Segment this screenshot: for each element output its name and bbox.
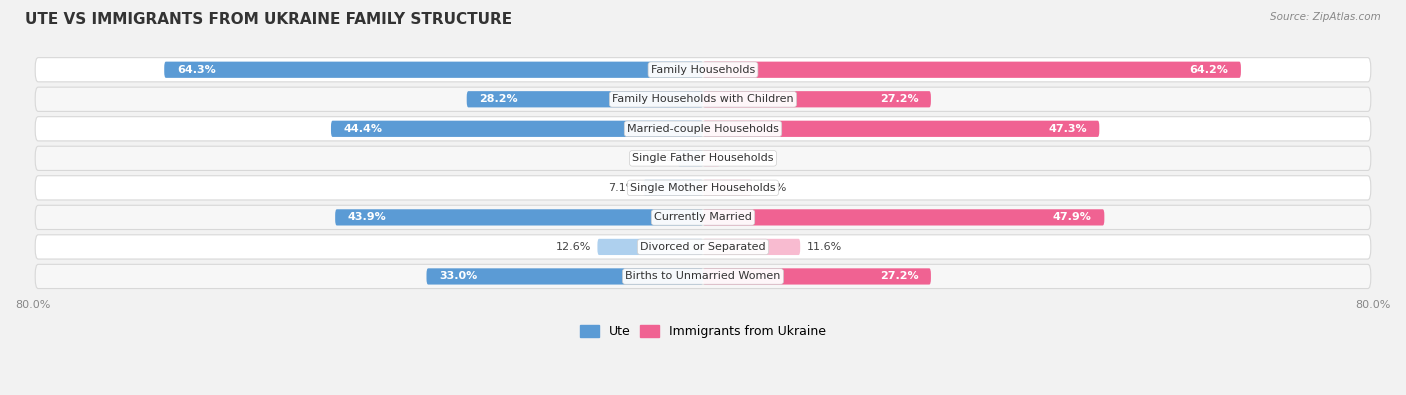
- Text: Divorced or Separated: Divorced or Separated: [640, 242, 766, 252]
- FancyBboxPatch shape: [703, 209, 1104, 226]
- FancyBboxPatch shape: [35, 176, 1371, 200]
- Text: Single Father Households: Single Father Households: [633, 153, 773, 163]
- Text: Family Households with Children: Family Households with Children: [612, 94, 794, 104]
- Text: 33.0%: 33.0%: [439, 271, 477, 282]
- Text: 47.9%: 47.9%: [1053, 213, 1092, 222]
- Text: 27.2%: 27.2%: [880, 94, 918, 104]
- Text: 44.4%: 44.4%: [343, 124, 382, 134]
- FancyBboxPatch shape: [703, 268, 931, 284]
- FancyBboxPatch shape: [703, 91, 931, 107]
- Text: 28.2%: 28.2%: [479, 94, 517, 104]
- Text: UTE VS IMMIGRANTS FROM UKRAINE FAMILY STRUCTURE: UTE VS IMMIGRANTS FROM UKRAINE FAMILY ST…: [25, 12, 512, 27]
- FancyBboxPatch shape: [703, 180, 752, 196]
- Text: Family Households: Family Households: [651, 65, 755, 75]
- Legend: Ute, Immigrants from Ukraine: Ute, Immigrants from Ukraine: [575, 320, 831, 343]
- Text: 27.2%: 27.2%: [880, 271, 918, 282]
- Text: 11.6%: 11.6%: [807, 242, 842, 252]
- Text: 64.3%: 64.3%: [177, 65, 215, 75]
- Text: Currently Married: Currently Married: [654, 213, 752, 222]
- Text: 43.9%: 43.9%: [347, 213, 387, 222]
- FancyBboxPatch shape: [644, 180, 703, 196]
- FancyBboxPatch shape: [598, 239, 703, 255]
- FancyBboxPatch shape: [335, 209, 703, 226]
- Text: 12.6%: 12.6%: [555, 242, 591, 252]
- FancyBboxPatch shape: [467, 91, 703, 107]
- Text: 47.3%: 47.3%: [1047, 124, 1087, 134]
- FancyBboxPatch shape: [426, 268, 703, 284]
- FancyBboxPatch shape: [35, 235, 1371, 259]
- Text: 2.0%: 2.0%: [727, 153, 755, 163]
- Text: 3.0%: 3.0%: [643, 153, 671, 163]
- FancyBboxPatch shape: [330, 121, 703, 137]
- FancyBboxPatch shape: [703, 150, 720, 166]
- FancyBboxPatch shape: [35, 58, 1371, 82]
- Text: Married-couple Households: Married-couple Households: [627, 124, 779, 134]
- FancyBboxPatch shape: [35, 87, 1371, 111]
- Text: 5.8%: 5.8%: [758, 183, 787, 193]
- FancyBboxPatch shape: [703, 239, 800, 255]
- Text: Single Mother Households: Single Mother Households: [630, 183, 776, 193]
- FancyBboxPatch shape: [678, 150, 703, 166]
- Text: Source: ZipAtlas.com: Source: ZipAtlas.com: [1270, 12, 1381, 22]
- Text: 64.2%: 64.2%: [1189, 65, 1229, 75]
- FancyBboxPatch shape: [35, 264, 1371, 289]
- FancyBboxPatch shape: [35, 205, 1371, 229]
- Text: Births to Unmarried Women: Births to Unmarried Women: [626, 271, 780, 282]
- FancyBboxPatch shape: [35, 117, 1371, 141]
- FancyBboxPatch shape: [165, 62, 703, 78]
- FancyBboxPatch shape: [703, 62, 1241, 78]
- FancyBboxPatch shape: [35, 146, 1371, 170]
- Text: 7.1%: 7.1%: [609, 183, 637, 193]
- FancyBboxPatch shape: [703, 121, 1099, 137]
